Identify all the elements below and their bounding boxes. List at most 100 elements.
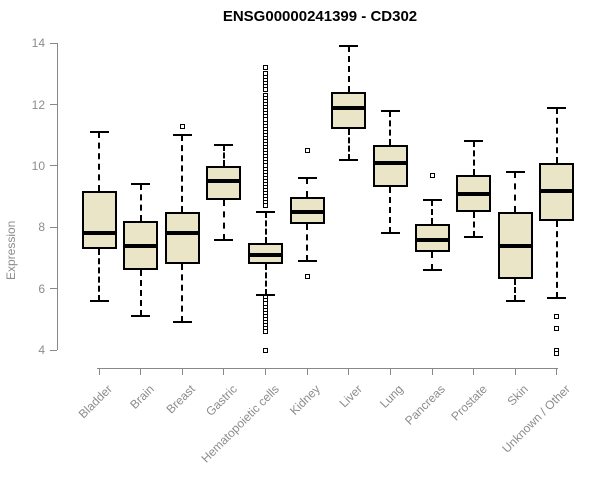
box — [164, 211, 200, 265]
upper-whisker — [222, 144, 225, 166]
lower-whisker-cap — [505, 299, 525, 302]
upper-whisker-cap — [297, 177, 317, 180]
outlier-point — [304, 273, 310, 279]
y-axis-tick-label: 10 — [31, 158, 45, 173]
upper-whisker — [181, 135, 184, 212]
median-line — [416, 237, 448, 242]
x-axis-tick — [389, 368, 391, 375]
outlier-point — [554, 350, 560, 356]
box — [372, 144, 408, 188]
upper-whisker — [306, 178, 309, 197]
median-line — [333, 105, 365, 110]
y-axis-line — [57, 43, 58, 350]
x-axis-tick — [473, 368, 475, 375]
upper-whisker-cap — [380, 109, 400, 112]
median-line — [499, 243, 531, 248]
y-axis-tick — [50, 42, 57, 44]
lower-whisker — [306, 224, 309, 262]
lower-whisker — [222, 199, 225, 240]
x-axis-tick — [223, 368, 225, 375]
x-axis-tick — [181, 368, 183, 375]
lower-whisker — [181, 264, 184, 323]
y-axis-tick-label: 8 — [38, 220, 45, 235]
lower-whisker — [472, 211, 475, 237]
x-axis-tick — [140, 368, 142, 375]
outlier-point — [304, 148, 310, 154]
lower-whisker — [431, 251, 434, 271]
median-line — [83, 231, 115, 236]
lower-whisker-cap — [256, 293, 276, 296]
upper-whisker-cap — [214, 143, 234, 146]
outlier-point — [263, 329, 269, 335]
chart-title: ENSG00000241399 - CD302 — [222, 8, 418, 25]
median-line — [374, 160, 406, 165]
median-line — [250, 252, 282, 257]
x-axis-tick — [348, 368, 350, 375]
lower-whisker — [264, 264, 267, 295]
x-axis-tick — [98, 368, 100, 375]
upper-whisker-cap — [464, 140, 484, 143]
y-axis-tick — [50, 288, 57, 290]
x-axis-tick — [306, 368, 308, 375]
lower-whisker — [514, 279, 517, 301]
upper-whisker — [555, 107, 558, 163]
y-axis-tick-label: 14 — [31, 36, 45, 51]
lower-whisker-cap — [464, 235, 484, 238]
outlier-point — [263, 347, 269, 353]
upper-whisker — [514, 172, 517, 212]
upper-whisker — [431, 199, 434, 225]
upper-whisker — [98, 132, 100, 191]
outlier-point — [263, 203, 269, 209]
x-axis-tick — [265, 368, 267, 375]
y-axis-tick-label: 4 — [38, 343, 45, 357]
x-axis-tick — [514, 368, 516, 375]
lower-whisker-cap — [339, 158, 359, 161]
upper-whisker-cap — [422, 198, 442, 201]
y-axis-tick — [50, 226, 57, 228]
upper-whisker-cap — [89, 131, 109, 134]
y-axis-tick — [50, 165, 57, 167]
upper-whisker — [472, 141, 475, 176]
upper-whisker — [347, 46, 350, 93]
outlier-point — [263, 65, 269, 71]
y-axis-tick-label: 6 — [38, 281, 45, 296]
upper-whisker-cap — [172, 134, 192, 137]
lower-whisker-cap — [214, 238, 234, 241]
lower-whisker-cap — [380, 232, 400, 235]
y-axis-tick — [50, 349, 57, 351]
upper-whisker-cap — [505, 171, 525, 174]
upper-whisker — [389, 110, 392, 145]
y-axis-label: Expression — [4, 220, 18, 280]
median-line — [208, 179, 240, 184]
box — [81, 190, 117, 249]
upper-whisker-cap — [256, 210, 276, 213]
x-axis-tick — [556, 368, 558, 375]
lower-whisker-cap — [131, 315, 151, 318]
outlier-point — [429, 172, 435, 178]
upper-whisker — [139, 184, 142, 222]
box — [331, 92, 367, 130]
upper-whisker-cap — [131, 183, 151, 186]
y-axis-tick — [50, 104, 57, 106]
lower-whisker-cap — [297, 260, 317, 263]
lower-whisker-cap — [172, 321, 192, 324]
median-line — [458, 191, 490, 196]
median-line — [541, 188, 573, 193]
outlier-point — [554, 313, 560, 319]
x-axis-line — [97, 368, 558, 369]
lower-whisker — [555, 221, 558, 298]
lower-whisker — [139, 270, 142, 317]
median-line — [125, 243, 157, 248]
lower-whisker-cap — [89, 299, 109, 302]
x-axis-tick — [431, 368, 433, 375]
lower-whisker — [347, 129, 350, 160]
lower-whisker-cap — [422, 269, 442, 272]
lower-whisker — [389, 187, 392, 234]
outlier-point — [179, 123, 185, 129]
upper-whisker-cap — [547, 106, 567, 109]
median-line — [291, 209, 323, 214]
outlier-point — [263, 86, 269, 92]
outlier-point — [554, 326, 560, 332]
upper-whisker — [264, 211, 267, 243]
